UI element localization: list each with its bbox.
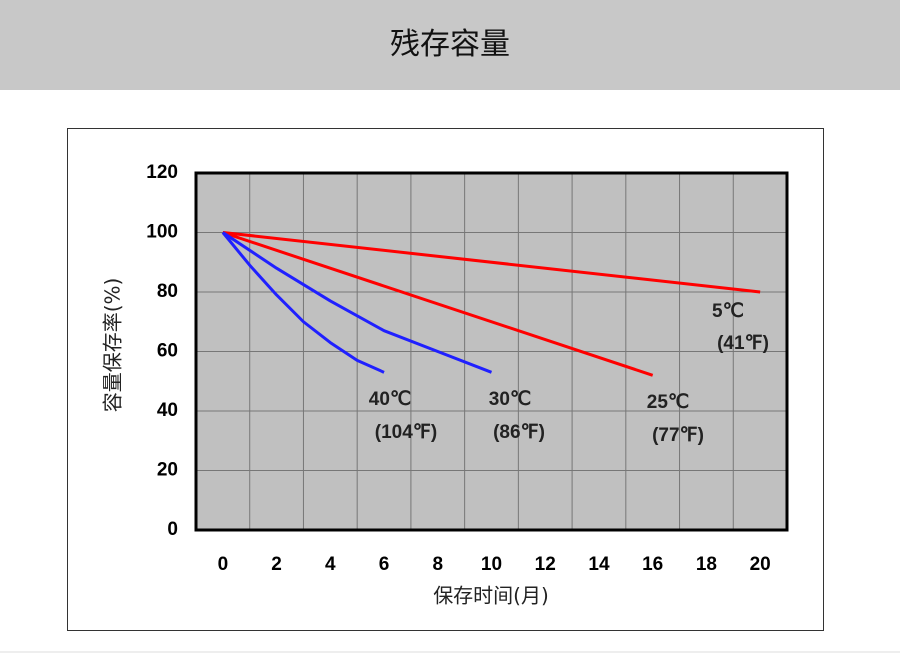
x-tick-label: 0 — [218, 554, 229, 575]
x-tick-label: 2 — [271, 554, 282, 575]
x-tick-label: 8 — [432, 554, 443, 575]
x-tick-label: 18 — [696, 554, 717, 575]
line — [222, 231, 654, 377]
series-sublabel: (41℉) — [717, 333, 769, 354]
line — [222, 231, 493, 374]
series-label: 30℃ — [489, 389, 531, 410]
header: 残存容量 — [0, 0, 900, 90]
y-axis-label: 容量保存率(%) — [101, 278, 125, 413]
y-tick-label: 80 — [157, 281, 178, 302]
chart-frame — [67, 128, 824, 631]
x-tick-label: 10 — [481, 554, 502, 575]
line — [222, 231, 761, 294]
page-title: 残存容量 — [390, 27, 510, 62]
series-sublabel: (86℉) — [493, 422, 545, 443]
x-tick-label: 6 — [379, 554, 390, 575]
x-axis-label: 保存时间(月) — [433, 584, 549, 608]
y-tick-label: 60 — [157, 341, 178, 362]
series-label: 25℃ — [647, 392, 689, 413]
series-label: 5℃ — [712, 301, 744, 322]
series-sublabel: (77℉) — [652, 425, 704, 446]
x-tick-label: 14 — [588, 554, 610, 575]
series-label: 40℃ — [369, 389, 411, 410]
x-tick-label: 12 — [535, 554, 556, 575]
x-tick-label: 20 — [750, 554, 771, 575]
y-tick-label: 100 — [146, 222, 178, 243]
plot-border — [194, 171, 789, 532]
x-tick-label: 16 — [642, 554, 663, 575]
y-tick-label: 20 — [157, 460, 178, 481]
y-tick-label: 120 — [146, 162, 178, 183]
line — [221, 231, 385, 374]
y-tick-label: 40 — [157, 400, 178, 421]
y-tick-label: 0 — [167, 519, 178, 540]
x-tick-label: 4 — [325, 554, 336, 575]
series-sublabel: (104℉) — [375, 422, 437, 443]
